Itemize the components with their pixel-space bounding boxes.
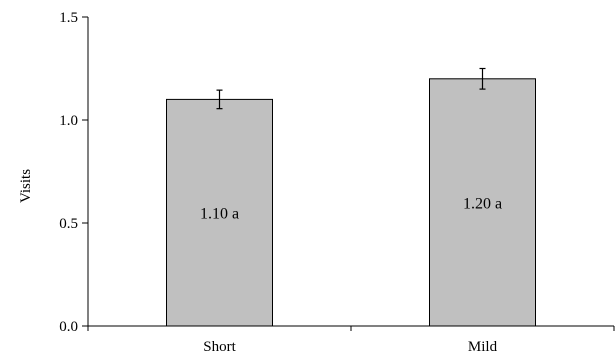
- y-axis-title: Visits: [18, 169, 34, 203]
- y-tick-label: 0.5: [59, 216, 78, 232]
- bars: [166, 67, 536, 327]
- labels: 1.10 a Short 1.20 a Mild: [200, 195, 502, 355]
- data-label: 1.10 a: [200, 206, 239, 223]
- y-tick-label: 0.0: [59, 319, 78, 335]
- bar-mild: [429, 78, 536, 327]
- y-tick-label: 1.5: [59, 10, 78, 26]
- x-category-label: Mild: [468, 339, 498, 355]
- x-category-label: Short: [203, 339, 236, 355]
- y-tick-label: 1.0: [59, 113, 78, 129]
- data-label: 1.20 a: [463, 195, 502, 212]
- bar-short: [166, 98, 273, 327]
